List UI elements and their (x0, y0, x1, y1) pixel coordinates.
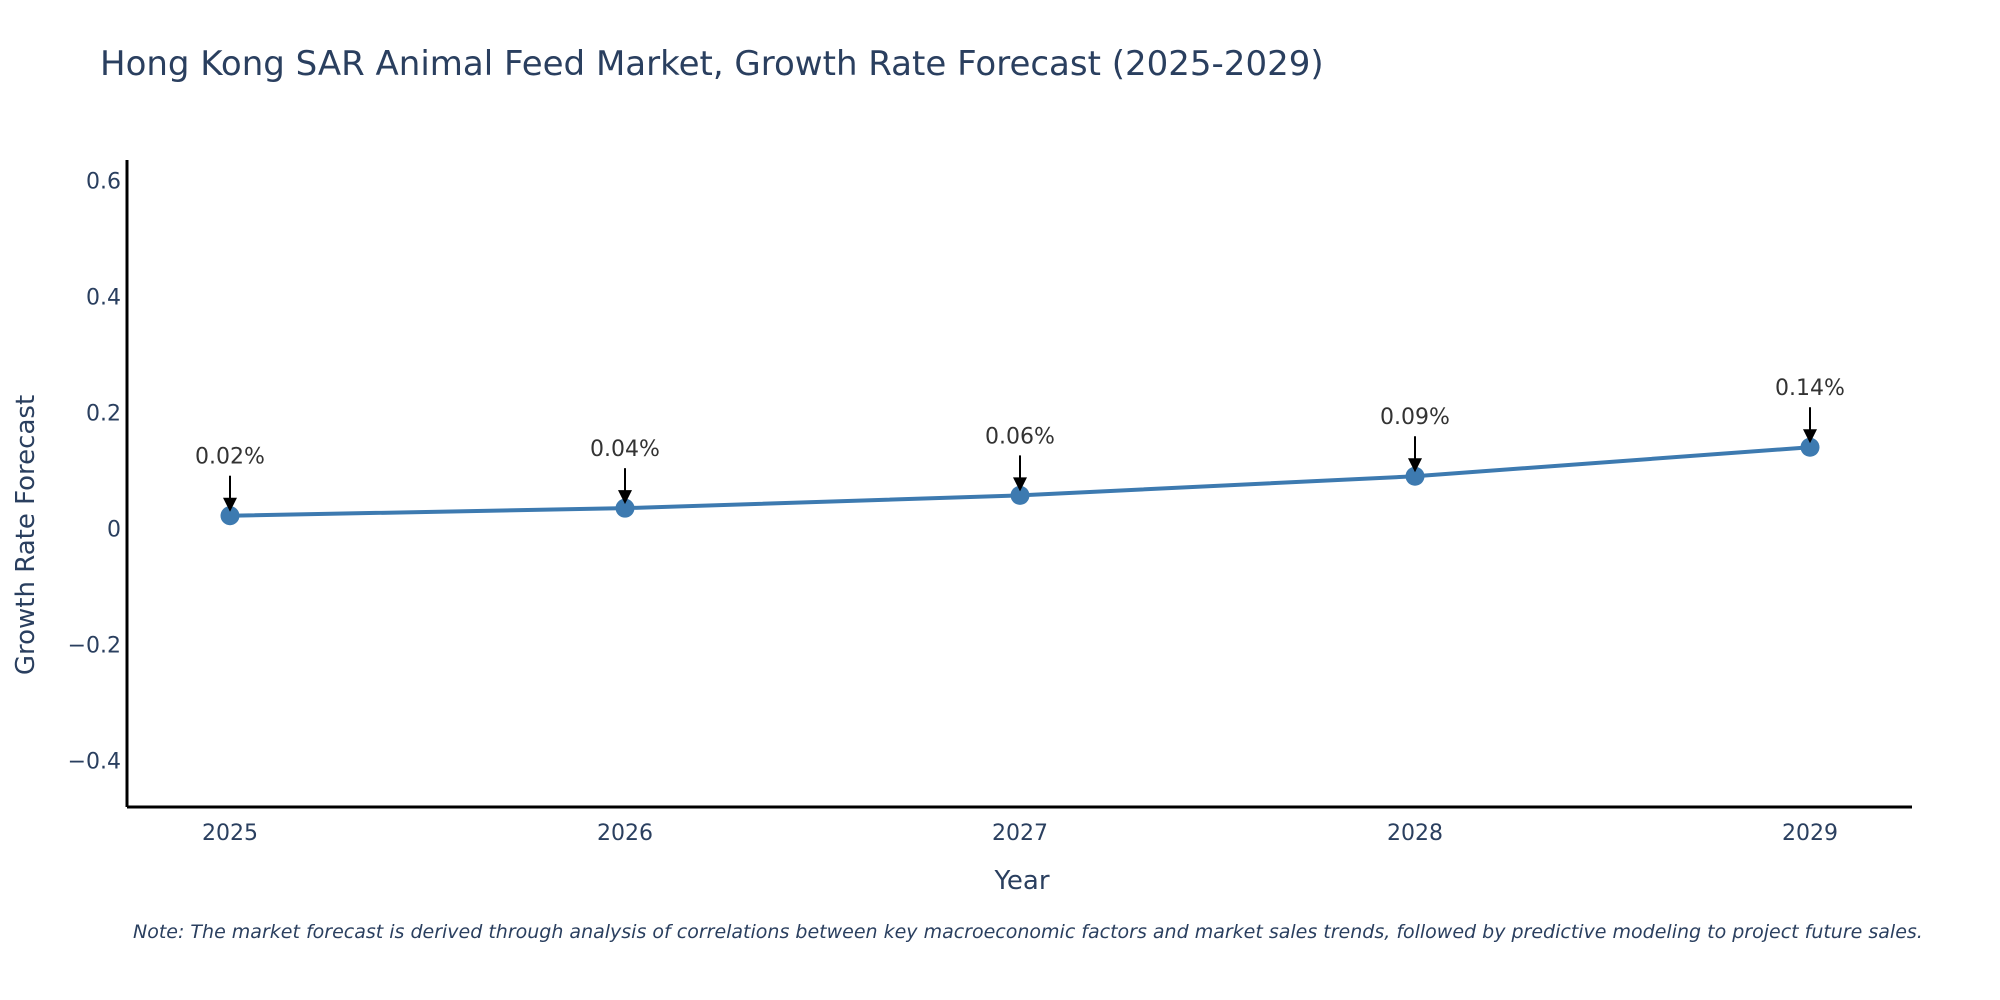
x-tick-label: 2026 (597, 821, 653, 846)
y-axis-title: Growth Rate Forecast (11, 395, 41, 675)
x-axis-title: Year (993, 866, 1049, 896)
data-label: 0.14% (1775, 376, 1845, 401)
annotation-arrow-head (1408, 458, 1422, 473)
data-point-marker (1800, 437, 1820, 457)
data-point-marker (220, 506, 240, 526)
chart-note: Note: The market forecast is derived thr… (133, 921, 1923, 943)
y-tick-label: −0.2 (68, 634, 121, 659)
annotation-arrow-head (1803, 429, 1817, 444)
y-tick-label: 0.6 (86, 169, 121, 194)
y-tick-label: 0.4 (86, 285, 121, 310)
chart-title: Hong Kong SAR Animal Feed Market, Growth… (100, 44, 1324, 84)
x-tick-label: 2027 (992, 821, 1048, 846)
y-tick-label: −0.4 (68, 750, 121, 775)
data-label: 0.02% (195, 445, 265, 470)
annotation-arrow-head (1013, 477, 1027, 492)
annotation-arrow-head (618, 490, 632, 505)
y-tick-label: 0.2 (86, 401, 121, 426)
data-label: 0.09% (1380, 405, 1450, 430)
data-point-marker (1405, 466, 1425, 486)
data-label: 0.06% (985, 424, 1055, 449)
y-tick-label: 0 (107, 517, 121, 542)
data-point-marker (615, 498, 635, 518)
x-tick-label: 2028 (1387, 821, 1443, 846)
data-point-marker (1010, 485, 1030, 505)
x-tick-label: 2029 (1782, 821, 1838, 846)
annotation-arrow-head (223, 497, 237, 512)
x-tick-label: 2025 (202, 821, 258, 846)
data-label: 0.04% (590, 437, 660, 462)
